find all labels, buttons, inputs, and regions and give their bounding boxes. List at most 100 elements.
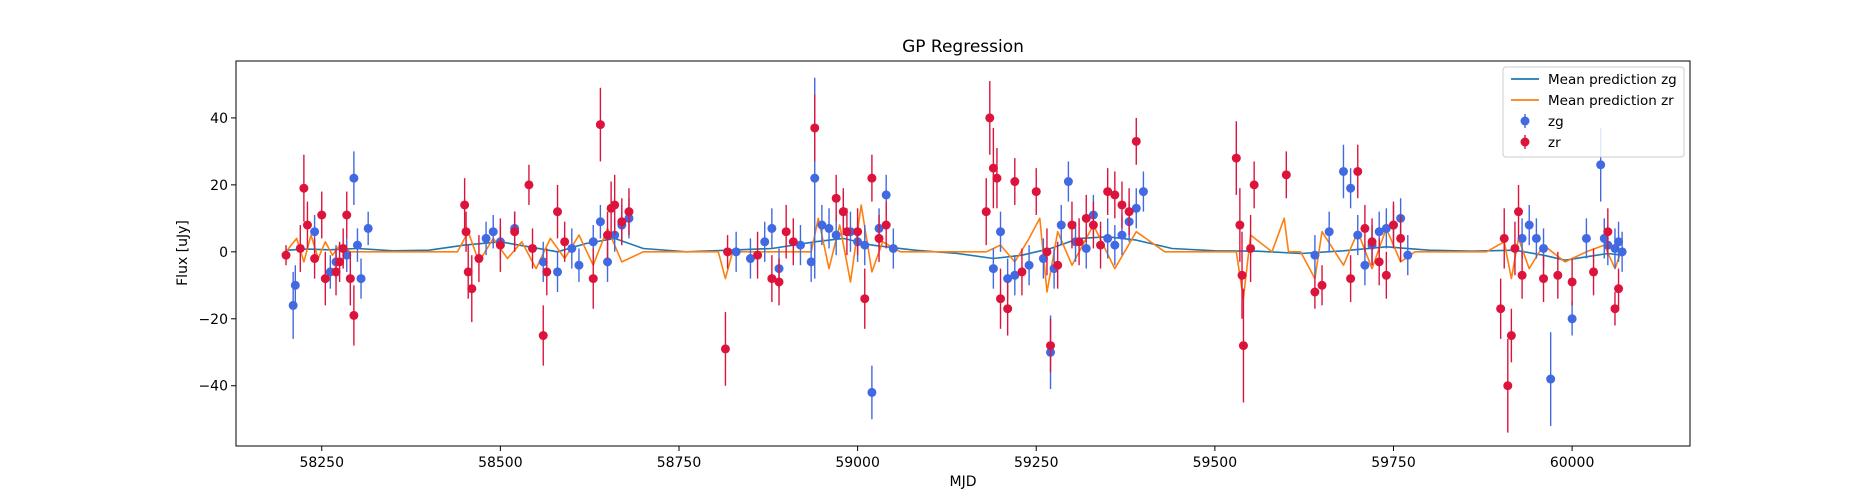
zg-point [1110, 240, 1120, 250]
zr-point [460, 200, 470, 210]
zg-point [1010, 270, 1020, 280]
zr-point [853, 227, 863, 237]
zg-point [1117, 230, 1127, 240]
zr-point [874, 233, 884, 243]
zr-point [1088, 220, 1098, 230]
chart-title: GP Regression [902, 37, 1024, 57]
zg-point [574, 260, 584, 270]
zr-point [1281, 170, 1291, 180]
zr-point [988, 163, 998, 173]
y-axis-label: Flux [uJy] [175, 220, 191, 286]
zr-point [281, 250, 291, 260]
zg-point [760, 237, 770, 247]
zr-point [1017, 267, 1027, 277]
zr-point [860, 294, 870, 304]
zg-point [767, 223, 777, 233]
zg-point [1517, 233, 1527, 243]
zr-point [1496, 304, 1506, 314]
zr-point [610, 200, 620, 210]
zr-point [781, 227, 791, 237]
zg-point [595, 217, 605, 227]
zr-point [1249, 180, 1259, 190]
x-tick-label: 58750 [657, 455, 702, 471]
axes-frame [235, 60, 1691, 447]
zr-point [1238, 341, 1248, 351]
zg-point [1546, 374, 1556, 384]
zr-point [1310, 287, 1320, 297]
zr-point [1360, 223, 1370, 233]
zg-point [588, 237, 598, 247]
zg-point [1610, 243, 1620, 253]
x-tick-label: 60000 [1550, 455, 1595, 471]
zr-point [335, 257, 345, 267]
mean-prediction-zg-line [285, 236, 1623, 262]
zr-point [992, 173, 1002, 183]
zr-point [342, 210, 352, 220]
x-tick-label: 58250 [299, 455, 344, 471]
plot-area [281, 77, 1627, 433]
zr-point [1053, 260, 1063, 270]
zg-point [1038, 254, 1048, 264]
zg-point [860, 240, 870, 250]
zg-point [1596, 160, 1606, 170]
zr-point [1110, 190, 1120, 200]
x-tick-label: 59500 [1193, 455, 1238, 471]
zr-point [560, 237, 570, 247]
zr-point [1003, 304, 1013, 314]
zg-point [488, 227, 498, 237]
zg-point [288, 300, 298, 310]
zg-point [310, 227, 320, 237]
zr-point [495, 240, 505, 250]
legend-label: Mean prediction zg [1548, 72, 1677, 88]
zr-point [720, 344, 730, 354]
x-tick-label: 58500 [478, 455, 523, 471]
zr-point [1381, 270, 1391, 280]
x-axis-label: MJD [950, 474, 977, 490]
zr-point [1042, 247, 1052, 257]
zr-point [510, 227, 520, 237]
legend: Mean prediction zg Mean prediction zr zg zr [1502, 66, 1685, 158]
zg-point [1531, 233, 1541, 243]
zg-point [824, 223, 834, 233]
zr-point [774, 277, 784, 287]
zr-point [320, 274, 330, 284]
zr-point [1506, 331, 1516, 341]
zr-point [1246, 243, 1256, 253]
zg-point [867, 387, 877, 397]
zr-point [867, 173, 877, 183]
zg-point [881, 190, 891, 200]
zr-point [1614, 284, 1624, 294]
zr-point [753, 250, 763, 260]
legend-box [1502, 66, 1685, 158]
zr-point [723, 247, 733, 257]
zr-point [1510, 243, 1520, 253]
zr-point [1067, 220, 1077, 230]
zg-point [1103, 233, 1113, 243]
zr-point [310, 254, 320, 264]
zr-point [1553, 270, 1563, 280]
y-tick-label: 0 [219, 245, 228, 261]
zr-point [345, 274, 355, 284]
zr-point [831, 193, 841, 203]
zr-point [1567, 277, 1577, 287]
zr-point [295, 243, 305, 253]
zg-point [1063, 177, 1073, 187]
zg-point [1374, 227, 1384, 237]
zg-point [996, 227, 1006, 237]
zg-point [1567, 314, 1577, 324]
legend-marker-swatch [1520, 116, 1530, 126]
x-axis: 58250 58500 58750 59000 59250 59500 59750 60000 [299, 446, 1594, 471]
zg-point [1138, 187, 1148, 197]
zg-point [817, 220, 827, 230]
zr-point [317, 210, 327, 220]
y-axis: −40 −20 0 20 40 [198, 111, 236, 395]
x-tick-label: 59750 [1371, 455, 1416, 471]
zr-point [1514, 207, 1524, 217]
zr-point [838, 207, 848, 217]
legend-marker-swatch [1520, 137, 1530, 147]
zr-point [349, 310, 359, 320]
zr-point [1517, 270, 1527, 280]
zg-point [731, 247, 741, 257]
zg-point [349, 173, 359, 183]
